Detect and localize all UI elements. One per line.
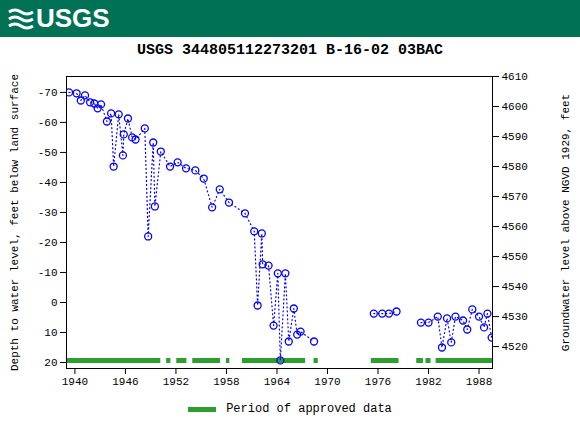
svg-text:-60: -60 — [38, 117, 58, 129]
svg-text:10: 10 — [44, 327, 57, 339]
svg-text:4550: 4550 — [502, 251, 528, 263]
html-text:USGS: USGS — [36, 3, 110, 33]
svg-text:1976: 1976 — [365, 376, 391, 388]
svg-text:Depth to water level, feet bel: Depth to water level, feet below land su… — [9, 74, 21, 371]
svg-text:4560: 4560 — [502, 221, 528, 233]
svg-text:-50: -50 — [38, 147, 58, 159]
svg-text:4530: 4530 — [502, 311, 528, 323]
svg-text:4600: 4600 — [502, 101, 528, 113]
svg-text:-10: -10 — [38, 267, 58, 279]
svg-text:1970: 1970 — [314, 376, 340, 388]
html-text:Period of approved data: Period of approved data — [226, 402, 392, 416]
svg-text:-20: -20 — [38, 237, 58, 249]
svg-text:1964: 1964 — [264, 376, 291, 388]
svg-text:4540: 4540 — [502, 281, 528, 293]
svg-text:-30: -30 — [38, 207, 58, 219]
svg-text:1952: 1952 — [163, 376, 189, 388]
svg-text:-70: -70 — [38, 87, 58, 99]
svg-text:4520: 4520 — [502, 341, 528, 353]
svg-text:-40: -40 — [38, 177, 58, 189]
svg-text:1982: 1982 — [415, 376, 441, 388]
svg-text:4570: 4570 — [502, 191, 528, 203]
svg-text:0: 0 — [51, 297, 58, 309]
svg-text:4580: 4580 — [502, 161, 528, 173]
svg-text:1988: 1988 — [466, 376, 492, 388]
svg-text:1940: 1940 — [62, 376, 88, 388]
svg-text:20: 20 — [44, 357, 57, 369]
html-text:USGS 344805112273201 B-16-02 0: USGS 344805112273201 B-16-02 03BAC — [137, 42, 443, 59]
svg-text:1958: 1958 — [213, 376, 239, 388]
svg-text:1946: 1946 — [112, 376, 138, 388]
svg-text:4590: 4590 — [502, 131, 528, 143]
svg-text:Groundwater level above NGVD 1: Groundwater level above NGVD 1929, feet — [560, 94, 572, 351]
svg-text:4610: 4610 — [502, 71, 528, 83]
